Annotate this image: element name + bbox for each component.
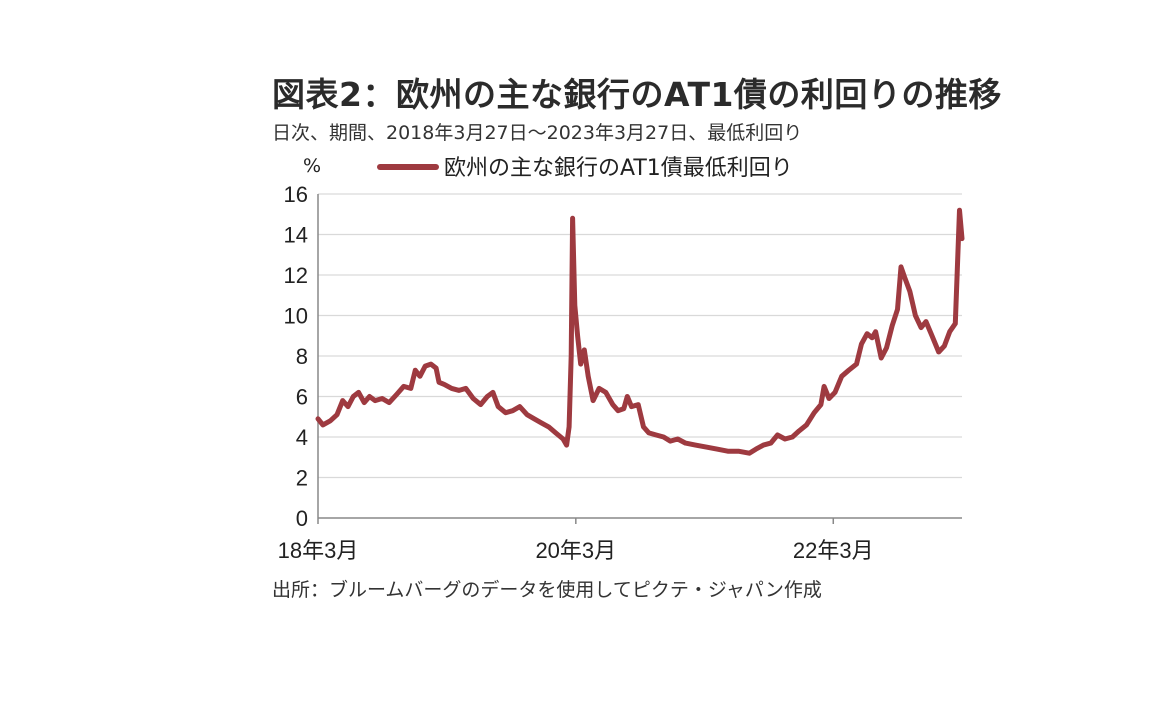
y-tick-label: 0: [296, 506, 308, 531]
legend-label: 欧州の主な銀行のAT1債最低利回り: [444, 156, 793, 181]
x-tick-label: 22年3月: [793, 538, 874, 563]
legend: 欧州の主な銀行のAT1債最低利回り: [377, 156, 793, 181]
y-unit-label: %: [303, 155, 321, 177]
y-tick-label: 8: [296, 344, 308, 369]
y-tick-label: 2: [296, 466, 308, 491]
source-note: 出所：ブルームバーグのデータを使用してピクテ・ジャパン作成: [272, 579, 822, 601]
y-tick-label: 4: [296, 425, 308, 450]
chart-title: 図表2：欧州の主な銀行のAT1債の利回りの推移: [272, 75, 1002, 114]
series-layer: [315, 207, 965, 456]
axes: 0 2 4 6 8 10 12 14 16 18年3月 20年3月 22年3月: [278, 182, 962, 563]
y-tick-label: 16: [284, 182, 308, 207]
y-tick-label: 10: [284, 304, 308, 329]
chart-subtitle: 日次、期間、2018年3月27日～2023年3月27日、最低利回り: [272, 122, 803, 144]
gridlines: [318, 193, 962, 479]
y-tick-label: 6: [296, 385, 308, 410]
series-line: [315, 207, 965, 456]
y-tick-label: 12: [284, 263, 308, 288]
y-tick-label: 14: [284, 223, 308, 248]
x-tick-label: 20年3月: [535, 538, 616, 563]
x-tick-label: 18年3月: [278, 538, 359, 563]
